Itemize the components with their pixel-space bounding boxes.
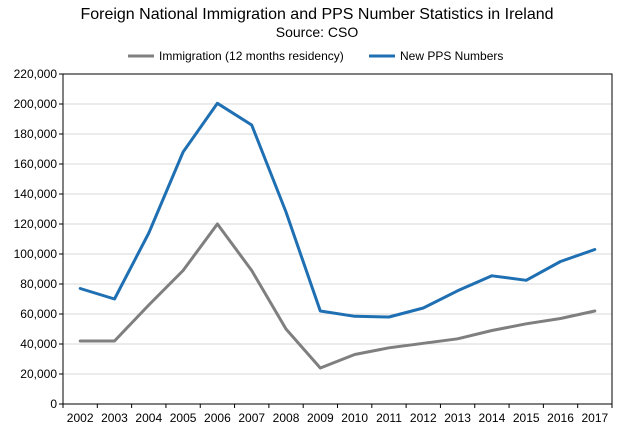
x-tick-label: 2013 xyxy=(444,411,471,425)
x-tick-label: 2009 xyxy=(307,411,334,425)
x-tick-label: 2004 xyxy=(135,411,162,425)
x-tick-label: 2016 xyxy=(547,411,574,425)
y-tick-label: 100,000 xyxy=(14,247,58,261)
y-tick-label: 0 xyxy=(50,397,57,411)
y-tick-label: 180,000 xyxy=(14,127,58,141)
y-tick-label: 80,000 xyxy=(20,277,57,291)
x-tick-label: 2015 xyxy=(513,411,540,425)
legend-label: New PPS Numbers xyxy=(400,49,503,63)
y-tick-label: 200,000 xyxy=(14,97,58,111)
y-tick-label: 220,000 xyxy=(14,67,58,81)
y-tick-label: 40,000 xyxy=(20,337,57,351)
x-tick-label: 2010 xyxy=(341,411,368,425)
x-tick-label: 2011 xyxy=(376,411,402,425)
y-tick-label: 140,000 xyxy=(14,187,58,201)
chart-subtitle: Source: CSO xyxy=(275,24,359,40)
series-line-2 xyxy=(78,101,597,319)
x-tick-label: 2003 xyxy=(101,411,128,425)
series-line-1 xyxy=(78,222,597,370)
x-tick-label: 2002 xyxy=(67,411,94,425)
x-tick-label: 2008 xyxy=(273,411,300,425)
x-tick-label: 2012 xyxy=(410,411,437,425)
x-tick-label: 2006 xyxy=(204,411,231,425)
x-tick-label: 2017 xyxy=(581,411,608,425)
y-tick-label: 160,000 xyxy=(14,157,58,171)
legend-label: Immigration (12 months residency) xyxy=(159,49,344,63)
y-tick-label: 20,000 xyxy=(20,367,57,381)
y-tick-label: 120,000 xyxy=(14,217,58,231)
chart-title: Foreign National Immigration and PPS Num… xyxy=(80,6,554,23)
y-tick-label: 60,000 xyxy=(20,307,57,321)
x-tick-label: 2014 xyxy=(479,411,506,425)
x-tick-label: 2007 xyxy=(238,411,265,425)
x-tick-label: 2005 xyxy=(170,411,197,425)
